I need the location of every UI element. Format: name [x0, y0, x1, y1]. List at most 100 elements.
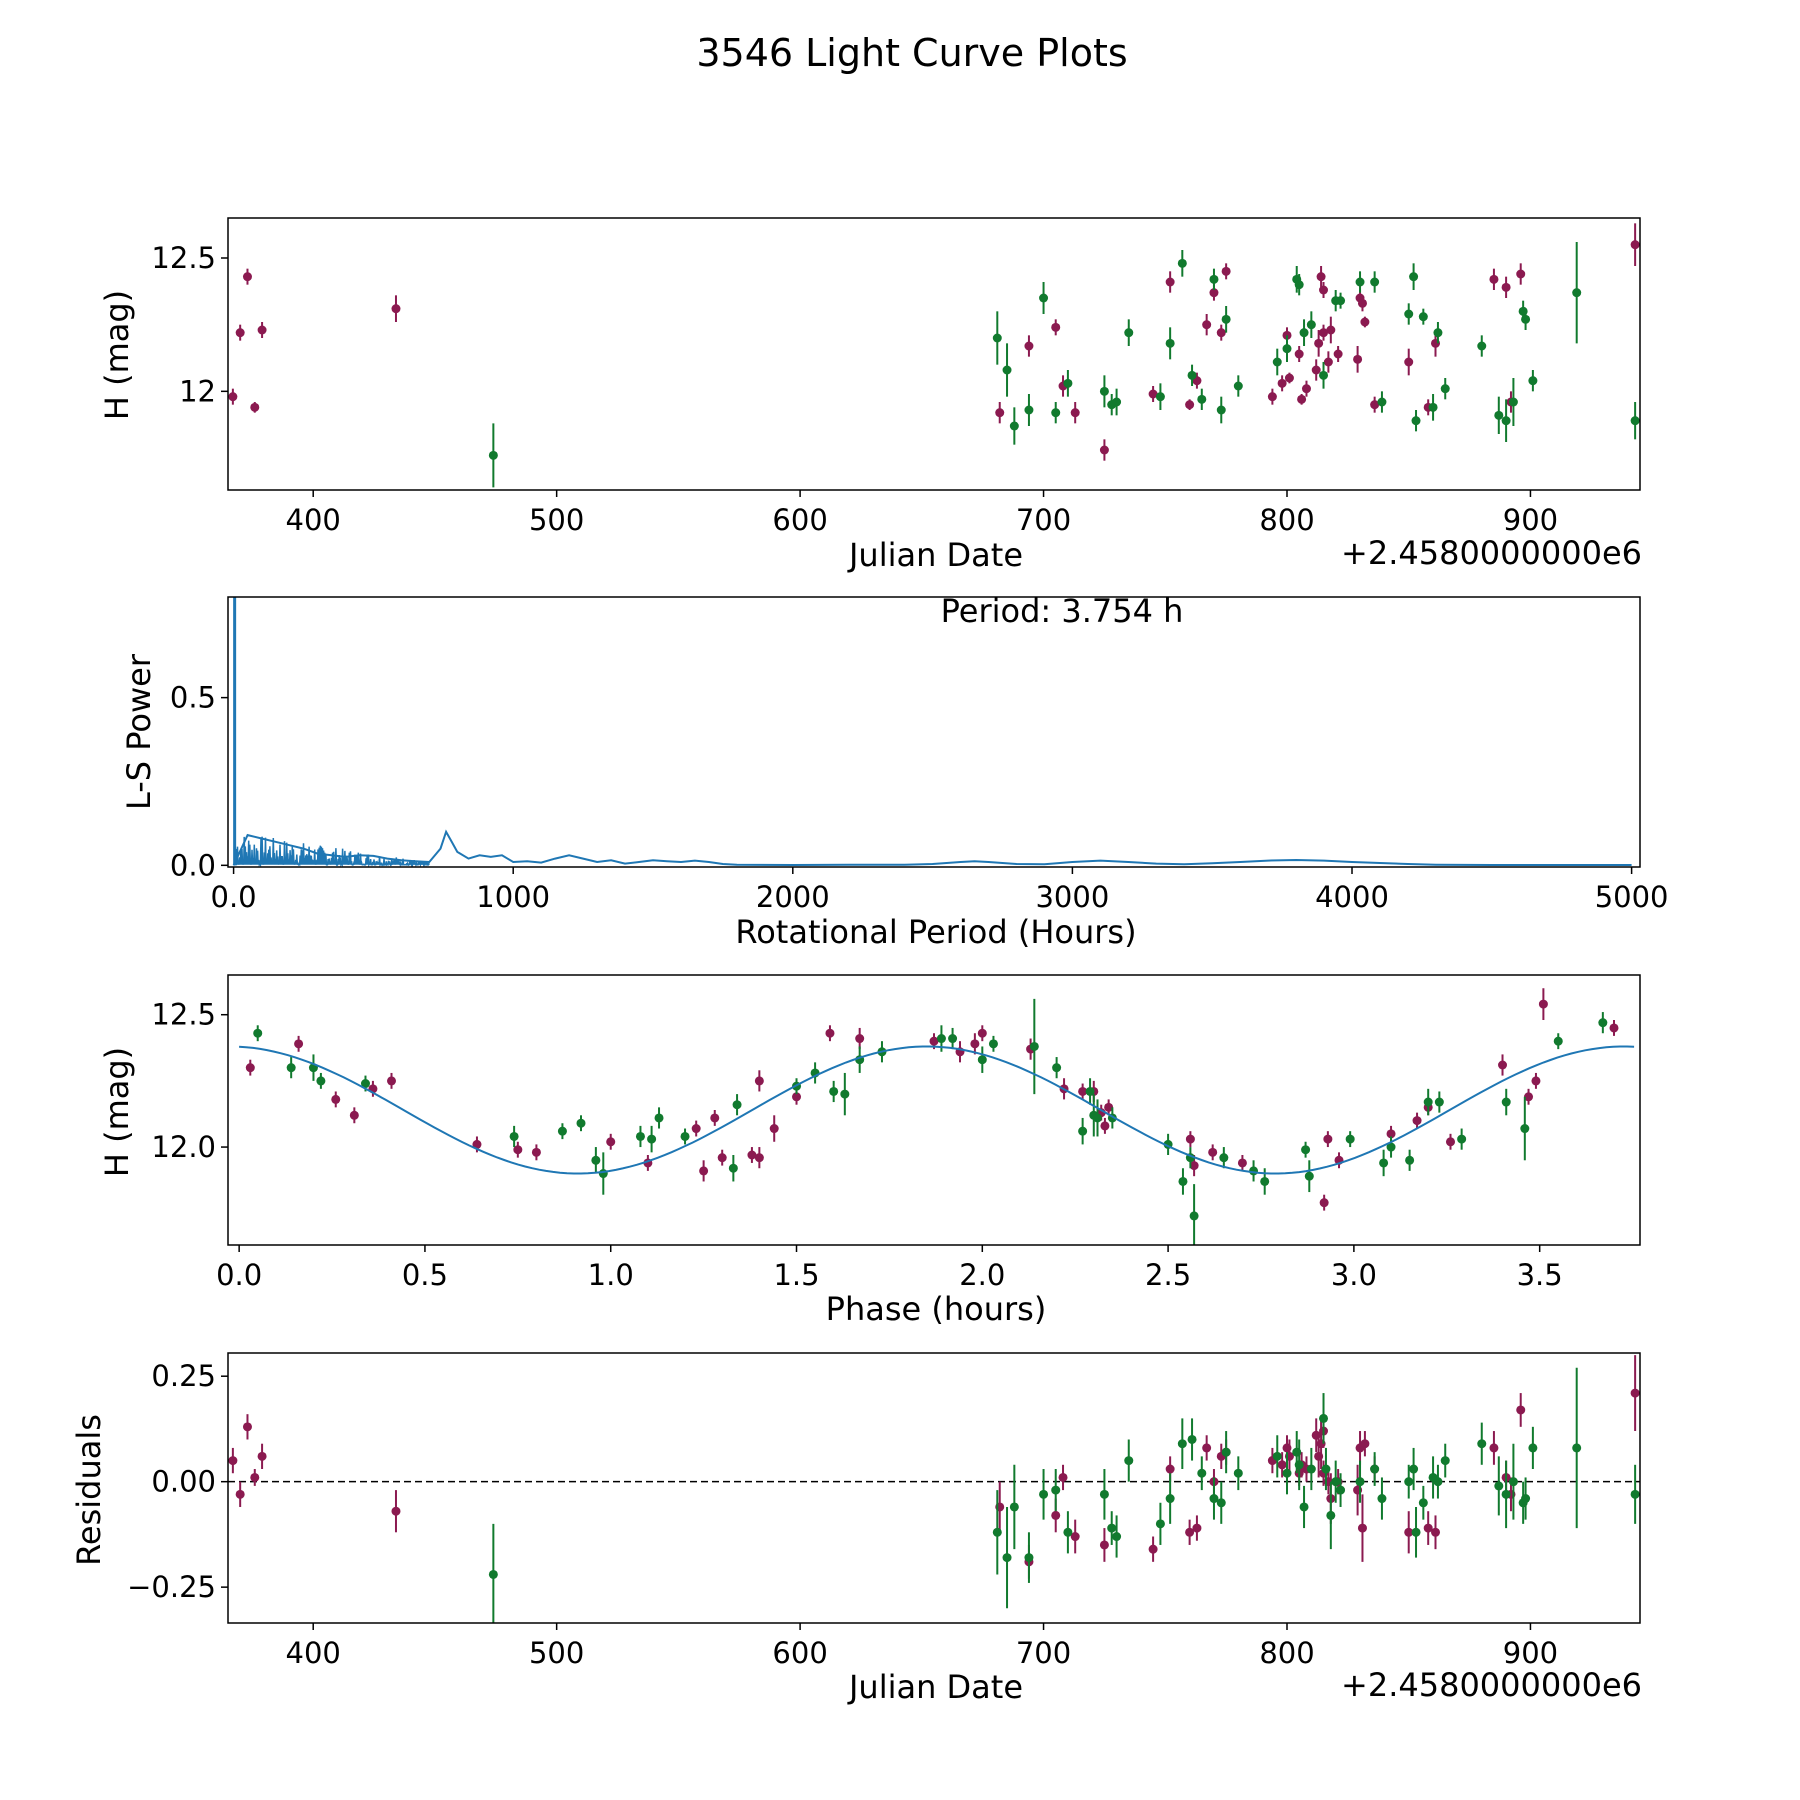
data-point [1423, 1097, 1433, 1107]
data-point [1219, 1153, 1229, 1163]
data-point [1609, 1023, 1619, 1033]
data-point [929, 1036, 939, 1046]
data-point [1528, 1443, 1538, 1453]
data-point [1197, 1468, 1207, 1478]
data-point [1009, 1502, 1019, 1512]
data-point [1197, 394, 1207, 404]
data-point [1282, 1468, 1292, 1478]
x-tick-label: 1000 [476, 880, 550, 914]
data-point [1630, 416, 1640, 426]
data-point [235, 328, 245, 338]
data-point [1538, 999, 1548, 1009]
data-point [1112, 1532, 1122, 1542]
data-point [349, 1110, 359, 1120]
data-point [691, 1124, 701, 1134]
data-point [1272, 357, 1282, 367]
data-point [1355, 1477, 1365, 1487]
data-point [1405, 1155, 1415, 1165]
data-point [250, 402, 260, 412]
data-point [1177, 258, 1187, 268]
data-point [1267, 392, 1277, 402]
data-point [1409, 272, 1419, 282]
data-point [1070, 408, 1080, 418]
data-point [1331, 1477, 1341, 1487]
data-point [992, 333, 1002, 343]
data-point [1418, 312, 1428, 322]
data-point [948, 1034, 958, 1044]
residuals-xlabel: Julian Date [847, 1668, 1023, 1706]
data-point [1477, 1439, 1487, 1449]
data-point [557, 1126, 567, 1136]
residuals-ylabel: Residuals [70, 1414, 108, 1566]
data-point [1336, 1485, 1346, 1495]
data-point [242, 1422, 252, 1432]
data-point [1316, 272, 1326, 282]
data-point [1404, 1477, 1414, 1487]
data-point [1433, 1477, 1443, 1487]
data-point [1085, 1086, 1095, 1096]
data-point [286, 1063, 296, 1073]
data-point [488, 1569, 498, 1579]
data-point [1208, 1147, 1218, 1157]
data-point [1379, 1158, 1389, 1168]
data-point [1277, 1460, 1287, 1470]
data-point [1202, 1443, 1212, 1453]
data-point [1299, 328, 1309, 338]
data-point [1024, 341, 1034, 351]
data-point [1301, 384, 1311, 394]
data-point [732, 1100, 742, 1110]
model-fit-curve [239, 1045, 1635, 1175]
data-point [855, 1034, 865, 1044]
data-point [840, 1089, 850, 1099]
data-point [1572, 1443, 1582, 1453]
x-tick-label: 400 [286, 1636, 341, 1670]
data-point [825, 1028, 835, 1038]
x-tick-label: 400 [286, 503, 341, 537]
data-point [1165, 1464, 1175, 1474]
x-tick-label: 0.0 [211, 880, 257, 914]
data-point [1024, 1553, 1034, 1563]
data-point [245, 1063, 255, 1073]
data-point [513, 1145, 523, 1155]
data-point [1630, 240, 1640, 250]
data-point [1355, 277, 1365, 287]
x-tick-label: 2.0 [959, 1258, 1005, 1292]
data-point [1209, 1494, 1219, 1504]
data-point [1294, 1460, 1304, 1470]
data-point [1445, 1137, 1455, 1147]
data-point [1323, 1134, 1333, 1144]
data-point [1404, 309, 1414, 319]
data-point [717, 1153, 727, 1163]
data-point [1498, 1060, 1508, 1070]
data-point [242, 272, 252, 282]
data-points [245, 988, 1619, 1245]
data-point [1304, 1171, 1314, 1181]
data-point [1370, 400, 1380, 410]
data-point [654, 1113, 664, 1123]
data-point [1411, 1527, 1421, 1537]
x-tick-label: 800 [1259, 503, 1314, 537]
data-point [1521, 1494, 1531, 1504]
data-point [1107, 1523, 1117, 1533]
x-tick-label: 600 [772, 1636, 827, 1670]
data-point [699, 1166, 709, 1176]
data-point [1092, 1113, 1102, 1123]
data-point [1029, 1041, 1039, 1051]
data-point [1418, 1498, 1428, 1508]
data-point [1301, 1145, 1311, 1155]
data-point [1051, 1485, 1061, 1495]
data-point [1440, 384, 1450, 394]
data-point [1333, 349, 1343, 359]
data-point [1516, 1405, 1526, 1415]
data-point [228, 392, 238, 402]
data-point [829, 1086, 839, 1096]
data-point [1326, 325, 1336, 335]
lightcurve-panel: Julian Date H (mag) +2.4580000000e6 400 5… [98, 217, 1642, 574]
data-point [1598, 1018, 1608, 1028]
data-point [1508, 1477, 1518, 1487]
data-point [1124, 1456, 1134, 1466]
data-point [257, 325, 267, 335]
data-point [1434, 1097, 1444, 1107]
y-tick-label: 0.25 [151, 1359, 216, 1393]
x-tick-label: 0.5 [402, 1258, 448, 1292]
